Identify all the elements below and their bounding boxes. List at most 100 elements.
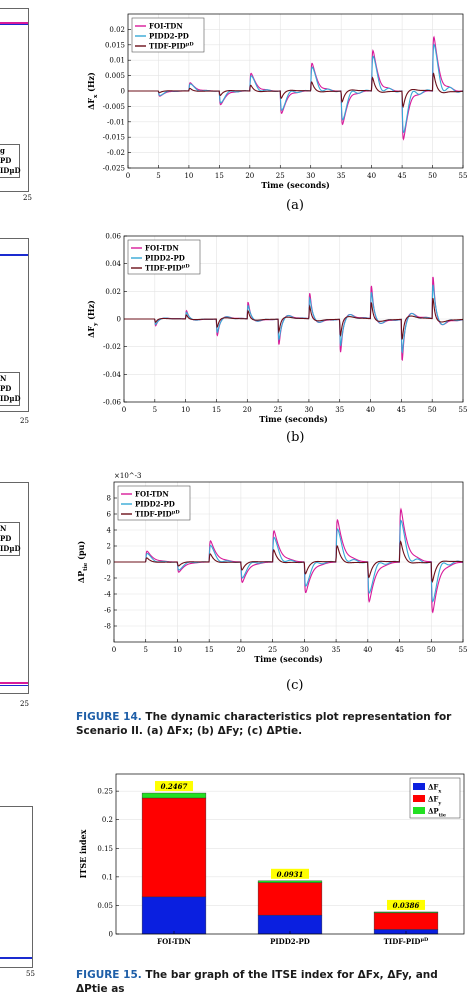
legend-label: ΔFy [428, 795, 441, 807]
y-tick-label: -0.06 [103, 399, 121, 407]
x-tick-label: 10 [173, 646, 182, 654]
x-axis-label: Time (seconds) [254, 654, 323, 664]
x-tick-label: PIDD2-PD [270, 937, 310, 946]
y-tick-label: 0.25 [97, 788, 113, 796]
left-plot-b-line [0, 254, 28, 256]
chart-delta-fx: 0 5 10 15 20 25 30 35 40 45 50 55 0.02 0.015 0.01 0.005… [86, 13, 467, 190]
x-tick-label: 20 [245, 172, 254, 180]
y-tick-label: 0.04 [105, 260, 121, 268]
y-tick-label: -0.025 [103, 165, 125, 173]
y-tick-label: -0.02 [103, 343, 121, 351]
left-plot-c-frame [0, 482, 29, 694]
x-tick-label: 5 [153, 406, 157, 414]
bar-total-background [271, 868, 309, 879]
x-tick-label: 5 [143, 646, 147, 654]
y-tick-label: -0.04 [103, 371, 121, 379]
legend-swatch [413, 783, 425, 790]
y-tick-label: 0.02 [109, 26, 125, 34]
x-tick-label: 25 [268, 646, 277, 654]
y-tick-label: 2 [107, 543, 111, 551]
x-tick-label: 20 [236, 646, 245, 654]
chart-itse-bar: 0 0.05 0.1 0.15 0.2 0.25 FOI-TDN 0.2467 PIDD2-PD… [78, 773, 465, 946]
y-tick-label: -8 [104, 623, 111, 631]
x-tick-label: 35 [335, 406, 344, 414]
bar-segment-2 [373, 912, 439, 930]
legend-swatch [413, 807, 425, 814]
x-tick-label: 45 [398, 172, 407, 180]
bar-segment-2 [257, 882, 323, 916]
x-tick-label: 45 [395, 646, 404, 654]
left-plot-c-line-2 [0, 685, 28, 686]
figure-14-label: FIGURE 14. [76, 711, 142, 723]
y-axis-multiplier: ×10^-3 [114, 472, 141, 480]
y-tick-label: 0 [109, 931, 113, 939]
x-tick-label: 55 [459, 646, 468, 654]
y-tick-label: 0 [121, 88, 125, 96]
left-legend-stub: g PD IDµD [0, 144, 21, 178]
bar-segment-1 [141, 896, 207, 935]
chart-delta-ptie: 0 5 10 15 20 25 30 35 40 45 50 5586420-2-4-6-8Time … [76, 472, 468, 664]
y-tick-label: 4 [107, 527, 112, 535]
left-legend-stub: N PD IDµD [0, 522, 21, 556]
y-tick-label: 0.2 [102, 816, 113, 824]
y-tick-label: 8 [107, 495, 111, 503]
x-tick-label: 10 [184, 172, 193, 180]
x-tick-label: 50 [427, 646, 436, 654]
axes-frame [113, 481, 464, 643]
subfigure-label-b: (b) [286, 430, 305, 445]
x-tick-label: 50 [428, 172, 437, 180]
bar-segment-3 [373, 911, 439, 914]
x-tick-label: TIDF-PIDμD [384, 937, 429, 946]
legend-label: FOI-TDN [149, 22, 183, 31]
x-tick-label: 35 [332, 646, 341, 654]
x-tick-label: 15 [215, 172, 224, 180]
y-axis-label: ITSE index [78, 829, 88, 878]
y-tick-label: 0.02 [105, 288, 121, 296]
x-tick-label: 35 [337, 172, 346, 180]
axes-frame [115, 773, 465, 935]
bar-total-background [387, 899, 425, 910]
legend-label: PIDD2-PD [149, 32, 189, 41]
y-axis-label: ΔFx (Hz) [86, 72, 99, 110]
x-tick-label: 15 [205, 646, 214, 654]
y-tick-label: 0.005 [105, 72, 125, 80]
legend-label: TIDF-PIDμD [149, 42, 194, 51]
legend-label: ΔFx [428, 783, 441, 795]
series-line-3 [128, 72, 464, 109]
figure-14-caption: FIGURE 14. The dynamic characteristics p… [76, 710, 468, 738]
x-axis-label: Time (seconds) [259, 414, 328, 424]
left-plot-a-line-2 [0, 24, 28, 25]
series-line-3 [114, 540, 464, 583]
left-plot-c-line [0, 682, 28, 684]
x-tick-label: 15 [212, 406, 221, 414]
y-axis-label: ΔPtie (pu) [76, 541, 89, 583]
axes-frame [127, 13, 464, 169]
y-tick-label: -0.005 [103, 103, 125, 111]
figure-15-label: FIGURE 15. [76, 969, 142, 981]
y-tick-label: 0.015 [105, 41, 125, 49]
left-legend-stub: N PD IDµD [0, 372, 21, 406]
x-tick-label: 30 [300, 646, 309, 654]
subfigure-label-a: (a) [286, 198, 304, 213]
legend-label: TIDF-PIDμD [135, 510, 180, 519]
chart-delta-fy: 0 5 10 15 20 25 30 35 40 45 50 55 0.06 0.04 0.02 0 -0.02… [86, 233, 467, 425]
y-tick-label: -4 [104, 591, 111, 599]
y-tick-label: -2 [104, 575, 111, 583]
x-tick-label: FOI-TDN [157, 937, 191, 946]
axes-frame [123, 235, 464, 403]
x-tick-label: 20 [243, 406, 252, 414]
bar-total-label: 0.2467 [161, 782, 188, 791]
y-tick-label: 0 [107, 559, 111, 567]
legend-label: PIDD2-PD [135, 500, 175, 509]
x-tick-label: 25 [276, 172, 285, 180]
y-tick-label: -6 [104, 607, 111, 615]
y-tick-label: 0.01 [109, 57, 125, 65]
y-tick-label: -0.015 [103, 134, 125, 142]
x-tick-label: 0 [122, 406, 126, 414]
x-tick-label: 0 [126, 172, 130, 180]
x-tick-label: 40 [366, 406, 375, 414]
figure-15-caption: FIGURE 15. The bar graph of the ITSE ind… [76, 968, 468, 996]
x-tick-label: 30 [306, 172, 315, 180]
left-plot-d-frame [0, 806, 33, 968]
y-tick-label: 0.06 [105, 233, 121, 241]
